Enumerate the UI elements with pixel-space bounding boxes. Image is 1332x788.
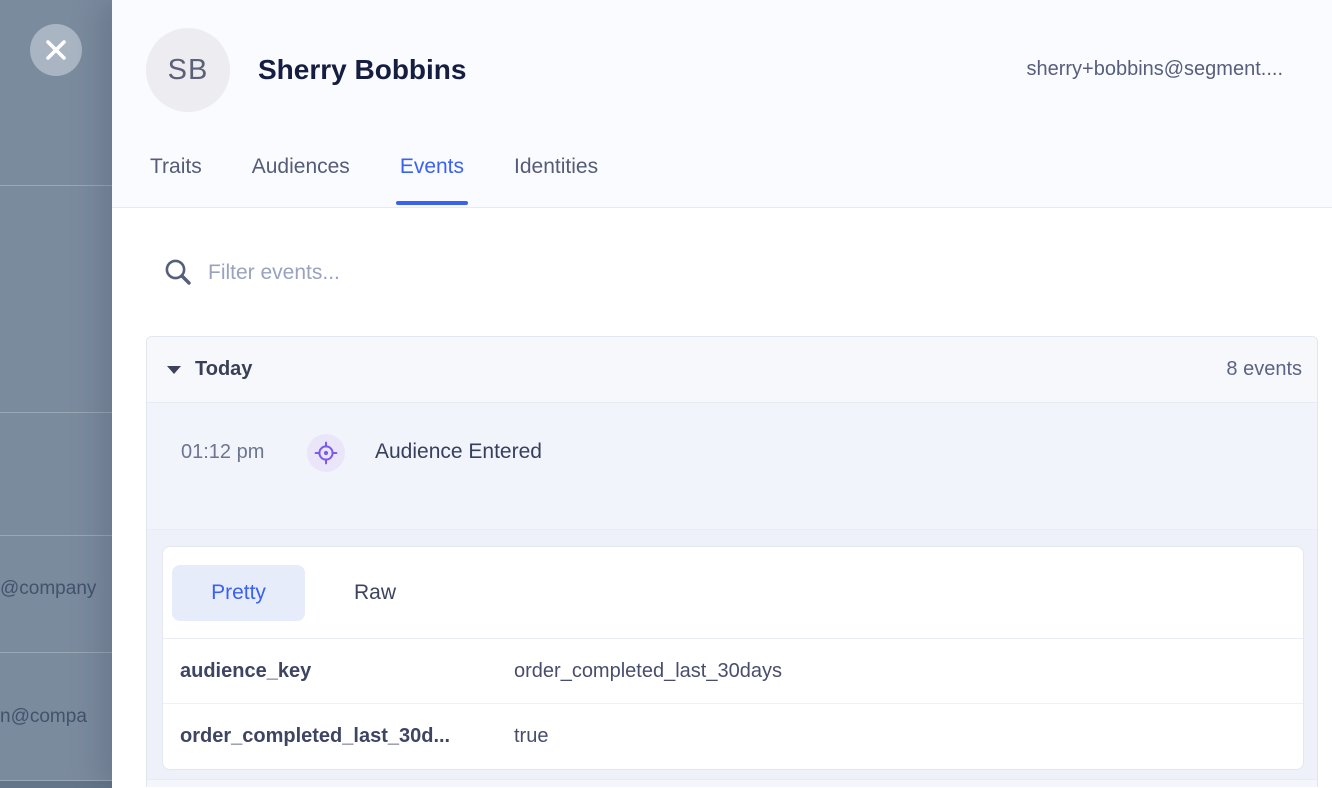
table-footer-bar: [0, 781, 112, 788]
dimmed-background-table: @company n@compa: [0, 0, 112, 788]
page-title: Sherry Bobbins: [258, 54, 467, 85]
tab-traits[interactable]: Traits: [150, 155, 202, 178]
group-title: Today: [195, 358, 253, 380]
property-key: audience_key: [180, 659, 312, 682]
event-name: Audience Entered: [375, 440, 542, 463]
table-row-divider: [0, 780, 112, 781]
avatar-initials: SB: [167, 53, 209, 86]
group-event-count: 8 events: [1226, 358, 1302, 380]
event-day-group: Today 8 events 01:12 pm Audience Entered: [146, 336, 1318, 787]
event-details-section: Pretty Raw audience_key order_completed_…: [147, 530, 1317, 779]
tab-audiences[interactable]: Audiences: [251, 155, 350, 178]
audience-target-icon: [307, 434, 345, 472]
avatar: SB: [146, 28, 230, 112]
table-row-divider: [0, 652, 112, 653]
profile-header: SB Sherry Bobbins sherry+bobbins@segment…: [112, 0, 1332, 208]
truncated-email-cell: @company: [0, 578, 97, 599]
table-row-divider: [0, 185, 112, 186]
table-row-divider: [0, 412, 112, 413]
profile-panel: SB Sherry Bobbins sherry+bobbins@segment…: [112, 0, 1332, 788]
profile-email: sherry+bobbins@segment....: [1026, 58, 1283, 80]
event-detail-card: Pretty Raw audience_key order_completed_…: [162, 546, 1304, 770]
property-value: order_completed_last_30days: [514, 659, 782, 682]
property-value: true: [514, 725, 549, 747]
property-key: order_completed_last_30d...: [180, 725, 451, 747]
tab-events[interactable]: Events: [395, 155, 469, 207]
view-toggle: Pretty Raw: [163, 547, 1303, 639]
close-button[interactable]: [30, 24, 82, 76]
event-time: 01:12 pm: [181, 441, 265, 463]
chevron-down-icon: [167, 365, 181, 374]
raw-tab[interactable]: Raw: [354, 580, 397, 604]
profile-tabs: Traits Audiences Events Identities: [150, 155, 648, 207]
event-row[interactable]: 01:12 pm Audience Entered: [147, 403, 1317, 530]
property-row: order_completed_last_30d... true: [163, 704, 1303, 769]
property-row: audience_key order_completed_last_30days: [163, 639, 1303, 704]
pretty-tab[interactable]: Pretty: [172, 564, 305, 621]
table-row-divider: [0, 535, 112, 536]
tab-identities[interactable]: Identities: [514, 155, 599, 178]
search-input[interactable]: [208, 252, 768, 294]
event-group-header[interactable]: Today 8 events: [147, 337, 1317, 403]
events-tab-content: Today 8 events 01:12 pm Audience Entered: [112, 208, 1332, 787]
filter-events-row: [112, 208, 1332, 304]
close-icon: [44, 38, 68, 62]
search-icon: [163, 257, 193, 287]
truncated-email-cell: n@compa: [0, 706, 87, 727]
next-event-row-partial[interactable]: [147, 779, 1317, 787]
